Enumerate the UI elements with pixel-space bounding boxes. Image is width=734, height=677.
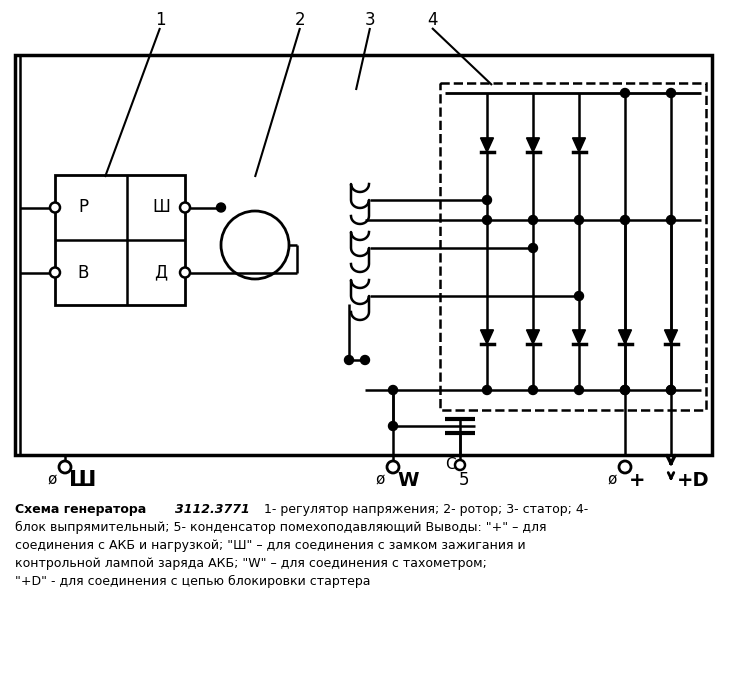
Text: блок выпрямительный; 5- конденсатор помехоподавляющий Выводы: "+" – для: блок выпрямительный; 5- конденсатор поме… — [15, 521, 547, 534]
Text: W: W — [397, 471, 418, 489]
Circle shape — [180, 267, 190, 278]
Text: Д: Д — [154, 263, 167, 282]
Circle shape — [387, 461, 399, 473]
Text: 3112.3771: 3112.3771 — [175, 503, 250, 516]
Text: Ш: Ш — [152, 198, 170, 217]
Circle shape — [344, 355, 354, 364]
Circle shape — [482, 385, 492, 395]
Polygon shape — [664, 330, 677, 344]
Circle shape — [575, 385, 584, 395]
Text: +: + — [629, 471, 645, 489]
Text: Р: Р — [78, 198, 88, 217]
Bar — [15, 55, 712, 455]
Circle shape — [666, 385, 675, 395]
Text: В: В — [77, 263, 89, 282]
Text: Схема генератора: Схема генератора — [15, 503, 150, 516]
Circle shape — [50, 202, 60, 213]
Circle shape — [180, 202, 190, 213]
Circle shape — [482, 196, 492, 204]
Circle shape — [575, 292, 584, 301]
Circle shape — [388, 385, 398, 395]
Circle shape — [666, 215, 675, 225]
Circle shape — [217, 203, 225, 212]
Text: "+D" - для соединения с цепью блокировки стартера: "+D" - для соединения с цепью блокировки… — [15, 575, 371, 588]
Circle shape — [528, 244, 537, 253]
Circle shape — [388, 422, 398, 431]
Polygon shape — [526, 138, 539, 152]
Circle shape — [455, 460, 465, 470]
Text: 1: 1 — [155, 11, 165, 29]
Circle shape — [620, 385, 630, 395]
Text: 3: 3 — [365, 11, 375, 29]
Text: +D: +D — [677, 471, 710, 489]
Circle shape — [221, 211, 289, 279]
Circle shape — [59, 461, 71, 473]
Polygon shape — [573, 330, 586, 344]
Circle shape — [528, 215, 537, 225]
Text: контрольной лампой заряда АКБ; "W" – для соединения с тахометром;: контрольной лампой заряда АКБ; "W" – для… — [15, 557, 487, 570]
Circle shape — [620, 385, 630, 395]
Circle shape — [528, 385, 537, 395]
Text: 5: 5 — [459, 471, 469, 489]
Circle shape — [482, 215, 492, 225]
Circle shape — [360, 355, 369, 364]
Circle shape — [666, 385, 675, 395]
Circle shape — [620, 89, 630, 97]
Circle shape — [50, 267, 60, 278]
Text: Ш: Ш — [69, 470, 96, 490]
Text: ø: ø — [376, 473, 385, 487]
Text: соединения с АКБ и нагрузкой; "Ш" – для соединения с замком зажигания и: соединения с АКБ и нагрузкой; "Ш" – для … — [15, 539, 526, 552]
Circle shape — [666, 89, 675, 97]
Text: C: C — [445, 457, 455, 472]
Polygon shape — [526, 330, 539, 344]
Polygon shape — [481, 138, 493, 152]
Bar — [55, 175, 185, 305]
Text: 2: 2 — [294, 11, 305, 29]
Polygon shape — [481, 330, 493, 344]
Circle shape — [575, 215, 584, 225]
Text: ø: ø — [48, 473, 57, 487]
Text: ø: ø — [608, 473, 617, 487]
Polygon shape — [619, 330, 631, 344]
Bar — [440, 83, 706, 410]
Circle shape — [619, 461, 631, 473]
Circle shape — [620, 215, 630, 225]
Text: 4: 4 — [426, 11, 437, 29]
Polygon shape — [573, 138, 586, 152]
Text: 1- регулятор напряжения; 2- ротор; 3- статор; 4-: 1- регулятор напряжения; 2- ротор; 3- ст… — [260, 503, 588, 516]
